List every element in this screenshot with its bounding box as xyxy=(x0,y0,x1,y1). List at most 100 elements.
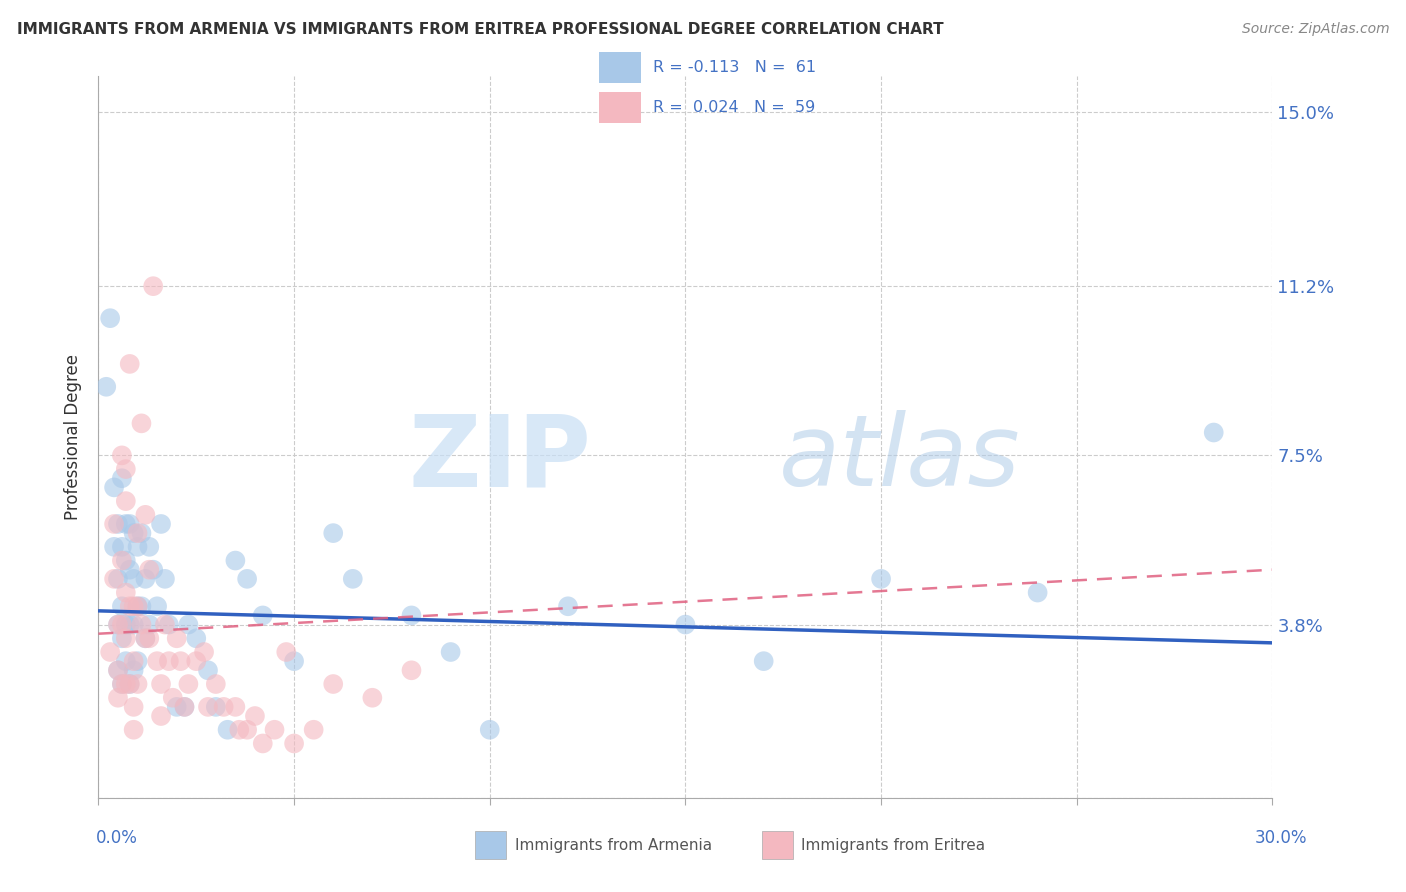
Point xyxy=(127,599,149,614)
Point xyxy=(150,677,173,691)
Text: atlas: atlas xyxy=(779,410,1021,508)
Point xyxy=(252,736,274,750)
Point xyxy=(122,654,145,668)
Point xyxy=(118,357,141,371)
Bar xyxy=(599,53,641,83)
Point xyxy=(177,677,200,691)
Point xyxy=(127,654,149,668)
Point xyxy=(205,699,228,714)
Point xyxy=(138,632,160,646)
Point xyxy=(138,617,160,632)
Text: ZIP: ZIP xyxy=(409,410,592,508)
Point xyxy=(134,572,156,586)
Point xyxy=(114,617,136,632)
Point xyxy=(1202,425,1225,440)
Point xyxy=(114,585,136,599)
Point xyxy=(401,608,423,623)
Point xyxy=(114,462,136,476)
Point xyxy=(122,723,145,737)
Point xyxy=(118,563,141,577)
Point xyxy=(150,516,173,531)
Point xyxy=(103,540,125,554)
Point xyxy=(131,417,153,431)
Point xyxy=(236,723,259,737)
Point xyxy=(252,608,274,623)
Point xyxy=(157,654,180,668)
Point xyxy=(283,736,305,750)
Point xyxy=(177,617,200,632)
Point xyxy=(146,599,169,614)
Point xyxy=(114,494,136,508)
Point xyxy=(1026,585,1049,599)
Point xyxy=(197,699,219,714)
Point xyxy=(131,526,153,541)
Point xyxy=(557,599,579,614)
Point xyxy=(114,654,136,668)
Point xyxy=(127,599,149,614)
Point xyxy=(103,480,125,494)
Point xyxy=(169,654,191,668)
Point xyxy=(322,677,344,691)
Point xyxy=(193,645,215,659)
Point xyxy=(111,471,134,485)
Point xyxy=(322,526,344,541)
Point xyxy=(122,699,145,714)
Point xyxy=(111,632,134,646)
Point xyxy=(127,526,149,541)
Point xyxy=(107,516,129,531)
Point xyxy=(186,654,208,668)
Point xyxy=(107,690,129,705)
Point xyxy=(122,663,145,677)
Point xyxy=(118,677,141,691)
Point xyxy=(111,553,134,567)
Point xyxy=(114,632,136,646)
Point xyxy=(439,645,461,659)
Point xyxy=(111,677,134,691)
Point xyxy=(127,540,149,554)
Point xyxy=(134,632,156,646)
Point xyxy=(131,617,153,632)
Point xyxy=(98,645,121,659)
Text: IMMIGRANTS FROM ARMENIA VS IMMIGRANTS FROM ERITREA PROFESSIONAL DEGREE CORRELATI: IMMIGRANTS FROM ARMENIA VS IMMIGRANTS FR… xyxy=(17,22,943,37)
Point xyxy=(107,617,129,632)
Bar xyxy=(599,92,641,122)
Bar xyxy=(475,831,506,859)
Point xyxy=(107,663,129,677)
Point xyxy=(150,709,173,723)
Point xyxy=(118,516,141,531)
Point xyxy=(342,572,364,586)
Point xyxy=(675,617,697,632)
Point xyxy=(111,540,134,554)
Point xyxy=(122,572,145,586)
Text: R = -0.113   N =  61: R = -0.113 N = 61 xyxy=(652,60,815,75)
Point xyxy=(205,677,228,691)
Point xyxy=(302,723,325,737)
Point xyxy=(111,677,134,691)
Point xyxy=(111,449,134,463)
Point xyxy=(96,380,118,394)
Text: Immigrants from Armenia: Immigrants from Armenia xyxy=(515,838,711,853)
Point xyxy=(114,553,136,567)
Point xyxy=(134,632,156,646)
Point xyxy=(131,599,153,614)
Point xyxy=(361,690,384,705)
Point xyxy=(153,572,176,586)
Point xyxy=(752,654,775,668)
Point xyxy=(283,654,305,668)
Point xyxy=(870,572,893,586)
Point xyxy=(122,526,145,541)
Point xyxy=(122,617,145,632)
Point xyxy=(166,699,188,714)
Point xyxy=(212,699,235,714)
Point xyxy=(114,516,136,531)
Point xyxy=(103,516,125,531)
Point xyxy=(107,663,129,677)
Point xyxy=(118,617,141,632)
Point xyxy=(138,563,160,577)
Point xyxy=(138,540,160,554)
Text: R =  0.024   N =  59: R = 0.024 N = 59 xyxy=(652,100,814,115)
Point xyxy=(166,632,188,646)
Point xyxy=(146,654,169,668)
Point xyxy=(157,617,180,632)
Point xyxy=(118,599,141,614)
